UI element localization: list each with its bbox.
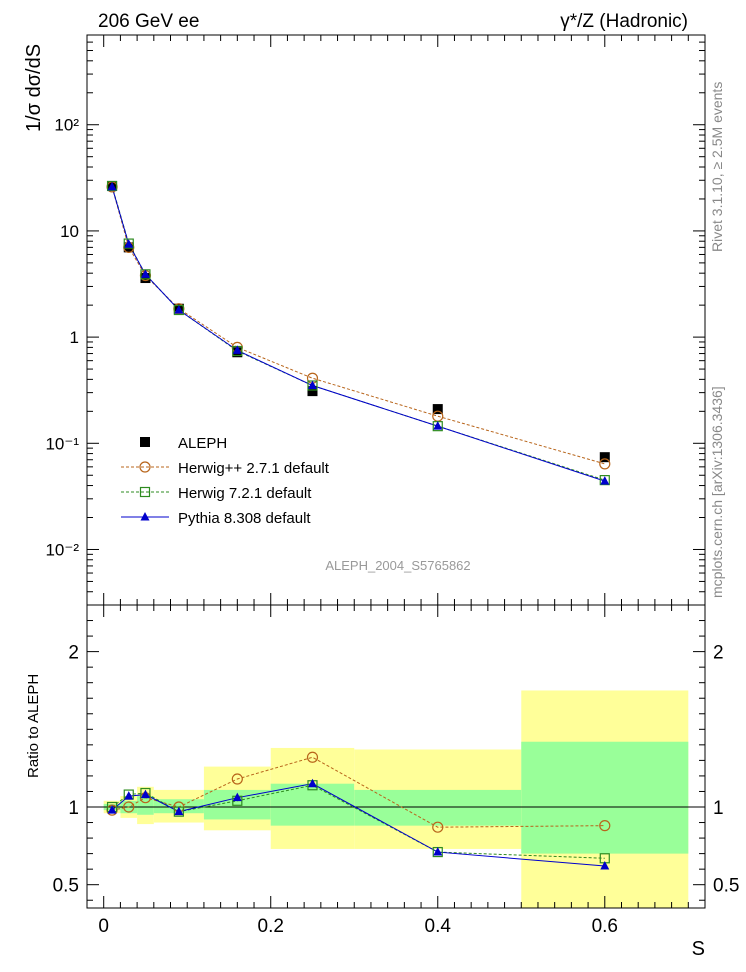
main-point-3-7: [600, 476, 610, 485]
ratio-ytick-label-right-2: 2: [713, 643, 724, 664]
ratio-point-2-3: [174, 806, 184, 816]
band-inner-6: [354, 789, 522, 826]
main-point-0-7: [599, 452, 610, 463]
main-ytick-label-2: 1: [70, 328, 79, 347]
ratio-ytick-label-1: 1: [68, 798, 79, 819]
rivet-label: Rivet 3.1.10, ≥ 2.5M events: [709, 82, 725, 252]
legend-label-0: ALEPH: [178, 435, 227, 452]
main-point-0-6: [432, 404, 443, 415]
legend-label-3: Pythia 8.308 default: [178, 510, 311, 527]
ratio-point-2-4: [232, 792, 242, 802]
ratio-point-0-4: [231, 773, 243, 785]
ratio-uncertainty-bands: [87, 690, 705, 908]
legend-marker-1: [139, 461, 151, 473]
ratio-point-0-6: [432, 821, 444, 833]
main-ytick-label-1: 10⁻¹: [45, 434, 79, 453]
ratio-frame: [86, 604, 706, 909]
main-point-3-5: [307, 380, 317, 390]
legend-label-1: Herwig++ 2.7.1 default: [178, 460, 330, 477]
band-inner-5: [270, 783, 355, 826]
ratio-point-0-1: [123, 801, 135, 813]
band-inner-3: [153, 799, 204, 814]
main-ylabel: 1/σ dσ/dS: [23, 44, 45, 132]
legend: ALEPH Herwig++ 2.7.1 default Herwig 7.2.1 …: [121, 435, 330, 527]
xtick-label-1: 0.2: [258, 916, 284, 937]
main-point-3-1: [124, 239, 134, 248]
ratio-point-2-6: [433, 847, 443, 856]
axis-labels: 10⁻² 10⁻¹ 1 10 10² 0.5 0.5 1 1 2 2 0 0.2 0.4 0.6: [45, 116, 739, 937]
main-point-2-0: [106, 180, 118, 192]
axis-ticks: [87, 34, 705, 908]
ratio-point-2-1: [124, 791, 134, 800]
legend-marker-3: [140, 512, 150, 521]
xtick-label-0: 0: [98, 916, 109, 937]
main-point-3-4: [232, 345, 242, 354]
header-right: γ*/Z (Hadronic): [560, 11, 688, 32]
xtick-label-2: 0.4: [425, 916, 452, 937]
main-point-3-0: [107, 181, 117, 191]
ratio-point-2-5: [307, 778, 317, 788]
ratio-point-2-0: [107, 805, 117, 814]
main-point-3-3: [174, 305, 184, 314]
legend-label-2: Herwig 7.2.1 default: [178, 485, 312, 502]
ratio-ytick-label-0: 0.5: [53, 876, 79, 897]
ratio-ytick-label-right-0: 0.5: [713, 876, 739, 897]
main-ytick-label-0: 10⁻²: [45, 540, 79, 559]
header-left: 206 GeV ee: [98, 11, 199, 32]
ratio-line-0: [111, 756, 605, 828]
main-ytick-label-3: 10: [60, 222, 79, 241]
mcplots-label: mcplots.cern.ch [arXiv:1306.3436]: [709, 386, 725, 598]
ratio-point-0-5: [306, 751, 319, 763]
legend-marker-2: [139, 486, 151, 498]
main-point-3-2: [140, 269, 150, 278]
ratio-point-2-2: [140, 789, 150, 799]
ratio-point-0-7: [599, 820, 611, 832]
main-point-0-5: [307, 386, 318, 397]
series-markers: [106, 180, 611, 870]
legend-marker-0: [140, 437, 150, 447]
main-point-0-2: [140, 273, 151, 284]
main-ytick-label-4: 10²: [54, 116, 79, 135]
main-point-2-1: [123, 238, 134, 249]
xlabel: S: [692, 938, 705, 960]
analysis-watermark: ALEPH_2004_S5765862: [325, 558, 470, 573]
ratio-ytick-label-2: 2: [68, 643, 79, 664]
xtick-label-3: 0.6: [592, 916, 618, 937]
ratio-ytick-label-right-1: 1: [713, 798, 724, 819]
main-line-1: [111, 186, 605, 465]
ratio-line-2: [111, 783, 605, 867]
band-inner-7: [521, 741, 689, 854]
panel-frames: [86, 34, 706, 909]
main-point-1-7: [599, 458, 611, 470]
main-point-3-6: [433, 421, 443, 430]
ratio-ylabel: Ratio to ALEPH: [25, 674, 42, 778]
ratio-point-2-7: [600, 861, 610, 870]
